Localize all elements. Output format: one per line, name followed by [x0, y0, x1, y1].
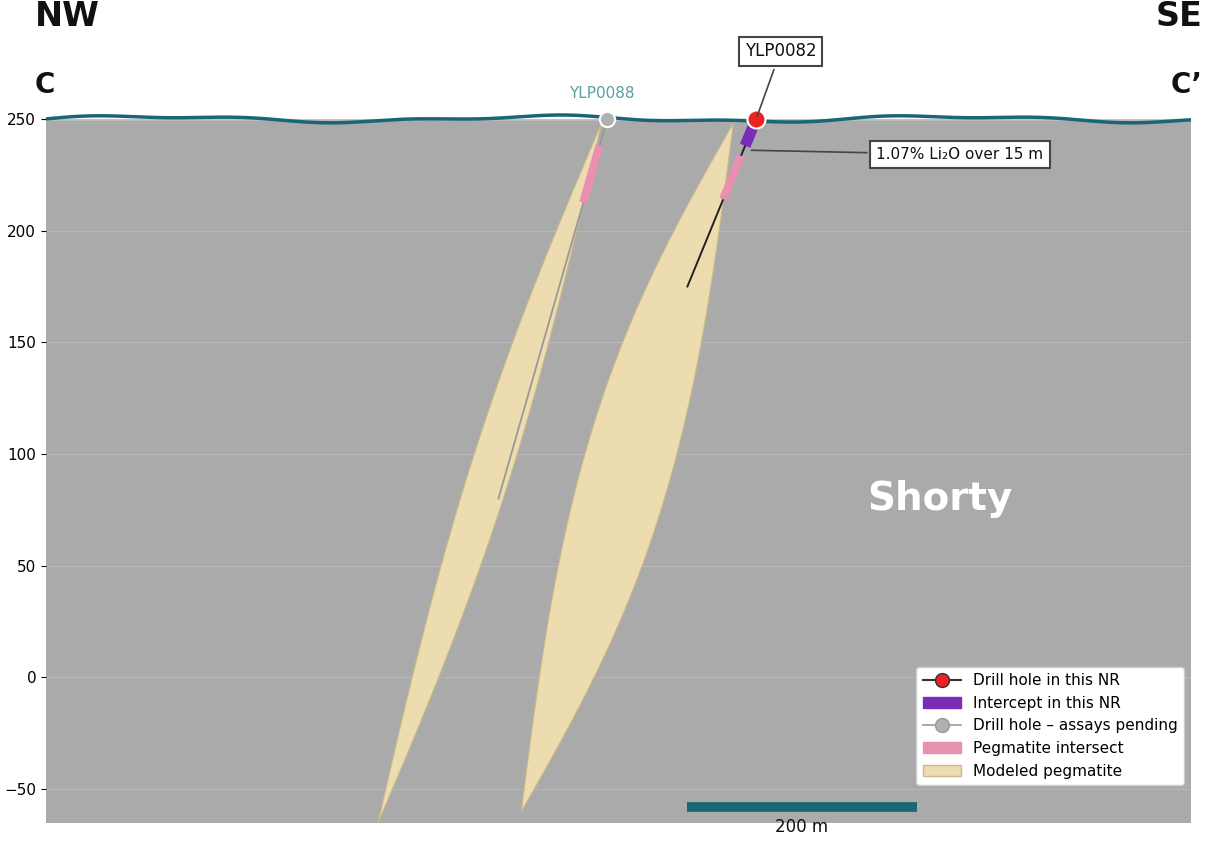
Text: NW: NW	[35, 0, 100, 33]
Legend: Drill hole in this NR, Intercept in this NR, Drill hole – assays pending, Pegmat: Drill hole in this NR, Intercept in this…	[917, 667, 1183, 785]
Text: Shorty: Shorty	[866, 479, 1012, 518]
Text: YLP0088: YLP0088	[569, 86, 634, 101]
Text: SE: SE	[1156, 0, 1203, 33]
Polygon shape	[378, 124, 601, 822]
Polygon shape	[522, 124, 734, 812]
Text: 1.07% Li₂O over 15 m: 1.07% Li₂O over 15 m	[752, 147, 1044, 162]
Text: C: C	[35, 71, 54, 98]
Text: YLP0082: YLP0082	[745, 42, 816, 116]
Text: 200 m: 200 m	[776, 818, 829, 836]
Text: C’: C’	[1171, 71, 1203, 98]
